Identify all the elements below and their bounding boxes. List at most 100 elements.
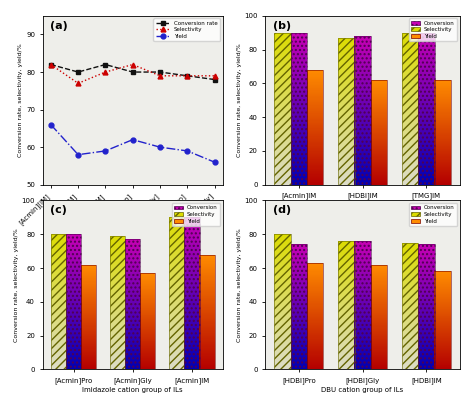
Bar (125, 347, 140, 349)
Bar (434, 308, 451, 309)
Bar (184, 228, 200, 230)
Bar (184, 347, 200, 348)
Bar (125, 242, 140, 243)
Bar (307, 323, 323, 324)
Bar (81, 288, 96, 289)
Bar (274, 34, 291, 36)
Bar (169, 280, 184, 281)
Bar (274, 134, 291, 136)
Bar (291, 45, 307, 46)
Bar (402, 144, 419, 145)
Bar (307, 111, 323, 112)
Bar (291, 54, 307, 55)
Bar (371, 321, 387, 322)
Bar (355, 300, 371, 301)
Bar (338, 110, 355, 111)
Bar (338, 138, 355, 139)
Bar (307, 179, 323, 180)
Bar (338, 246, 355, 248)
Bar (66, 332, 81, 333)
Bar (355, 251, 371, 253)
Bar (274, 55, 291, 57)
Bar (274, 311, 291, 313)
Bar (291, 101, 307, 103)
Bar (418, 346, 435, 347)
Bar (434, 359, 451, 360)
Bar (355, 141, 371, 143)
Bar (355, 368, 371, 369)
Bar (307, 166, 323, 167)
Bar (66, 240, 81, 241)
Bar (418, 125, 435, 127)
Bar (434, 123, 451, 124)
Bar (274, 245, 291, 246)
Bar (371, 98, 387, 99)
Bar (66, 291, 81, 292)
Bar (355, 305, 371, 307)
Bar (355, 260, 371, 261)
Bar (371, 101, 387, 102)
Bar (66, 321, 81, 322)
Bar (125, 359, 140, 360)
Bar (307, 359, 323, 360)
Bar (140, 322, 155, 323)
Bar (125, 355, 140, 356)
Bar (434, 149, 451, 150)
Bar (125, 260, 140, 261)
Bar (402, 273, 419, 274)
Bar (307, 131, 323, 132)
Bar (291, 77, 307, 78)
Bar (81, 266, 96, 267)
Bar (169, 298, 184, 299)
Bar (125, 316, 140, 318)
Bar (274, 363, 291, 364)
Bar (371, 103, 387, 104)
Bar (402, 92, 419, 94)
Bar (418, 357, 435, 358)
Text: (a): (a) (50, 21, 68, 31)
Bar (291, 124, 307, 125)
Bar (371, 266, 387, 267)
Bar (355, 255, 371, 256)
Bar (338, 149, 355, 151)
Bar (51, 326, 66, 327)
Bar (110, 293, 125, 295)
Bar (434, 120, 451, 121)
Bar (307, 109, 323, 110)
Bar (355, 146, 371, 147)
Bar (110, 360, 125, 362)
Bar (371, 138, 387, 139)
Bar (184, 245, 200, 246)
Bar (338, 288, 355, 290)
Bar (418, 302, 435, 303)
Bar (125, 329, 140, 331)
Bar (199, 255, 215, 369)
Bar (81, 363, 96, 364)
Bar (434, 127, 451, 128)
Legend: Conversion rate, Selectivity, Yield: Conversion rate, Selectivity, Yield (154, 18, 220, 41)
Selectivity (130, 62, 136, 67)
Bar (274, 113, 291, 115)
Bar (291, 165, 307, 167)
Bar (140, 333, 155, 334)
Bar (371, 351, 387, 352)
Bar (291, 281, 307, 282)
Bar (66, 306, 81, 307)
Bar (307, 341, 323, 342)
Bar (355, 36, 371, 37)
Bar (199, 360, 215, 362)
Bar (307, 320, 323, 321)
Bar (66, 348, 81, 349)
Bar (418, 112, 435, 113)
Bar (307, 265, 323, 266)
Bar (81, 346, 96, 347)
Bar (184, 251, 200, 252)
Bar (371, 299, 387, 300)
Bar (291, 286, 307, 287)
Bar (125, 251, 140, 252)
Bar (402, 168, 419, 169)
Bar (418, 254, 435, 255)
Bar (81, 347, 96, 349)
Bar (371, 285, 387, 286)
Bar (274, 291, 291, 292)
